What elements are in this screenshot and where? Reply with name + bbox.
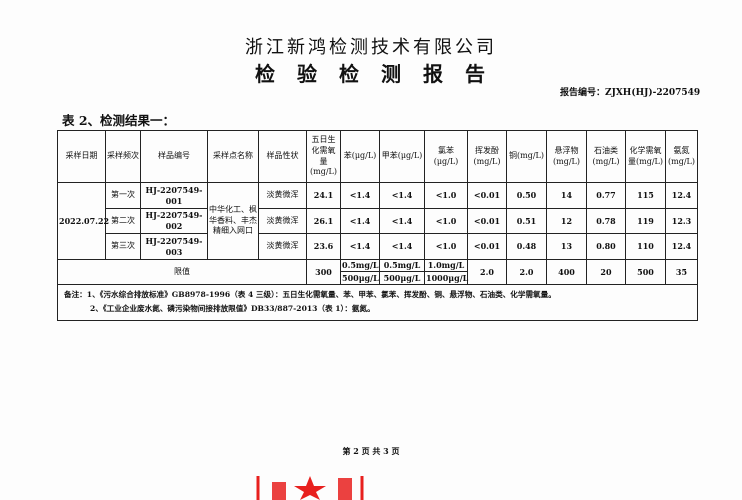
limit-nh3n: 35 bbox=[665, 259, 698, 285]
column-header: 甲苯(μg/L) bbox=[379, 130, 425, 183]
table-cell: 24.1 bbox=[306, 182, 341, 209]
notes-row: 备注：1、《污水综合排放标准》GB8978-1996（表 4 三级）：五日生化需… bbox=[57, 284, 698, 321]
table-cell: 0.80 bbox=[586, 233, 626, 260]
table-cell: 第三次 bbox=[105, 233, 141, 260]
sampling-date: 2022.07.22 bbox=[57, 182, 109, 260]
limit-oil: 20 bbox=[586, 259, 626, 285]
page-number: 第 2 页 共 3 页 bbox=[342, 446, 400, 456]
table-cell: <1.0 bbox=[424, 208, 468, 234]
table-row: 第二次 HJ-2207549-002 淡黄微浑 26.1 <1.4 <1.4 <1.0 <0.… bbox=[58, 208, 698, 234]
seal-stamp bbox=[256, 476, 364, 500]
table-cell: 0.77 bbox=[586, 182, 626, 209]
column-header: 铜(mg/L) bbox=[506, 130, 547, 183]
column-header: 悬浮物(mg/L) bbox=[546, 130, 587, 183]
table-cell: 0.50 bbox=[506, 182, 547, 209]
note-2: 2、《工业企业废水氮、磷污染物间接排放限值》DB33/887-2013（表 1）… bbox=[90, 304, 375, 314]
table-cell: <0.01 bbox=[467, 233, 507, 260]
table-cell: 12.4 bbox=[665, 182, 698, 209]
column-header: 采样频次 bbox=[105, 130, 141, 183]
table-cell: HJ-2207549-002 bbox=[140, 208, 208, 234]
sampling-site: 中华化工、枫华香料、丰杰精细入网口 bbox=[207, 182, 259, 260]
header-row: 采样日期 采样频次 样品编号 采样点名称 样品性状 五日生化需氧量(mg/L) 苯(μg/L… bbox=[57, 130, 698, 183]
column-header: 采样点名称 bbox=[207, 130, 259, 183]
limit-row: 限值 300 0.5mg/L 0.5mg/L 1.0mg/L 2.0 2.0 400 20 500… bbox=[57, 259, 698, 285]
table-cell: <0.01 bbox=[467, 208, 507, 234]
limit-label: 限值 bbox=[57, 259, 307, 285]
table-cell: 26.1 bbox=[306, 208, 341, 234]
table-cell: 119 bbox=[625, 208, 666, 234]
table-cell: <1.4 bbox=[379, 233, 425, 260]
table-cell: <1.4 bbox=[379, 208, 425, 234]
table-row: 第三次 HJ-2207549-003 淡黄微浑 23.6 <1.4 <1.4 <1.0 <0.… bbox=[58, 233, 698, 260]
table-cell: <1.0 bbox=[424, 182, 468, 209]
column-header: 采样日期 bbox=[57, 130, 106, 183]
results-table: 采样日期 采样频次 样品编号 采样点名称 样品性状 五日生化需氧量(mg/L) 苯(μg/L… bbox=[57, 130, 698, 321]
table-cell: 淡黄微浑 bbox=[258, 182, 307, 209]
table-cell: 0.78 bbox=[586, 208, 626, 234]
table-cell: 0.51 bbox=[506, 208, 547, 234]
table-cell: 12 bbox=[546, 208, 587, 234]
report-title: 检验检测报告 bbox=[255, 62, 507, 86]
column-header: 五日生化需氧量(mg/L) bbox=[306, 130, 341, 183]
table-cell: <1.4 bbox=[379, 182, 425, 209]
company-name: 浙江新鸿检测技术有限公司 bbox=[245, 37, 497, 58]
table-cell: 淡黄微浑 bbox=[258, 208, 307, 234]
limit-benzene-ug: 500μg/L bbox=[340, 271, 380, 285]
column-header: 样品编号 bbox=[140, 130, 208, 183]
table-cell: 第二次 bbox=[105, 208, 141, 234]
limit-row-ug: 500μg/L 500μg/L 1000μg/L bbox=[58, 271, 698, 285]
table-cell: <0.01 bbox=[467, 182, 507, 209]
table-row: 2022.07.22 第一次 HJ-2207549-001 中华化工、枫华香料、丰杰精… bbox=[57, 182, 698, 260]
table-cell: <1.4 bbox=[340, 208, 380, 234]
column-header: 石油类(mg/L) bbox=[586, 130, 626, 183]
table-cell: 第一次 bbox=[105, 182, 141, 209]
limit-cod: 500 bbox=[625, 259, 666, 285]
table-cell: <1.4 bbox=[340, 233, 380, 260]
column-header: 样品性状 bbox=[258, 130, 307, 183]
notes: 备注：1、《污水综合排放标准》GB8978-1996（表 4 三级）：五日生化需… bbox=[57, 284, 698, 321]
limit-phenol: 2.0 bbox=[467, 259, 507, 285]
report-number: 报告编号：ZJXH(HJ)-2207549 bbox=[560, 88, 701, 98]
table-cell: 115 bbox=[625, 182, 666, 209]
limit-ss: 400 bbox=[546, 259, 587, 285]
column-header: 氨氮(mg/L) bbox=[665, 130, 698, 183]
table-cell: 14 bbox=[546, 182, 587, 209]
limit-copper: 2.0 bbox=[506, 259, 547, 285]
table-cell: HJ-2207549-001 bbox=[140, 182, 208, 209]
limit-bod: 300 bbox=[306, 259, 341, 285]
column-header: 氯苯(μg/L) bbox=[424, 130, 468, 183]
table-cell: <1.4 bbox=[340, 182, 380, 209]
limit-chlorobenzene-mg: 1.0mg/L bbox=[424, 259, 468, 272]
column-header: 化学需氧量(mg/L) bbox=[625, 130, 666, 183]
limit-benzene-mg: 0.5mg/L bbox=[340, 259, 380, 272]
table-title: 表 2、检测结果一： bbox=[62, 113, 176, 128]
limit-toluene-mg: 0.5mg/L bbox=[379, 259, 425, 272]
table-cell: 12.3 bbox=[665, 208, 698, 234]
limit-chlorobenzene-ug: 1000μg/L bbox=[424, 271, 469, 285]
column-header: 挥发酚(mg/L) bbox=[467, 130, 507, 183]
table-cell: 23.6 bbox=[306, 233, 341, 260]
table-cell: HJ-2207549-003 bbox=[140, 233, 208, 260]
note-1: 备注：1、《污水综合排放标准》GB8978-1996（表 4 三级）：五日生化需… bbox=[64, 290, 556, 299]
column-header: 苯(μg/L) bbox=[340, 130, 380, 183]
table-cell: 13 bbox=[546, 233, 587, 260]
table-cell: <1.0 bbox=[424, 233, 468, 260]
table-cell: 12.4 bbox=[665, 233, 698, 260]
table-cell: 0.48 bbox=[506, 233, 547, 260]
limit-toluene-ug: 500μg/L bbox=[379, 271, 425, 285]
table-cell: 淡黄微浑 bbox=[258, 233, 307, 260]
table-cell: 110 bbox=[625, 233, 666, 260]
